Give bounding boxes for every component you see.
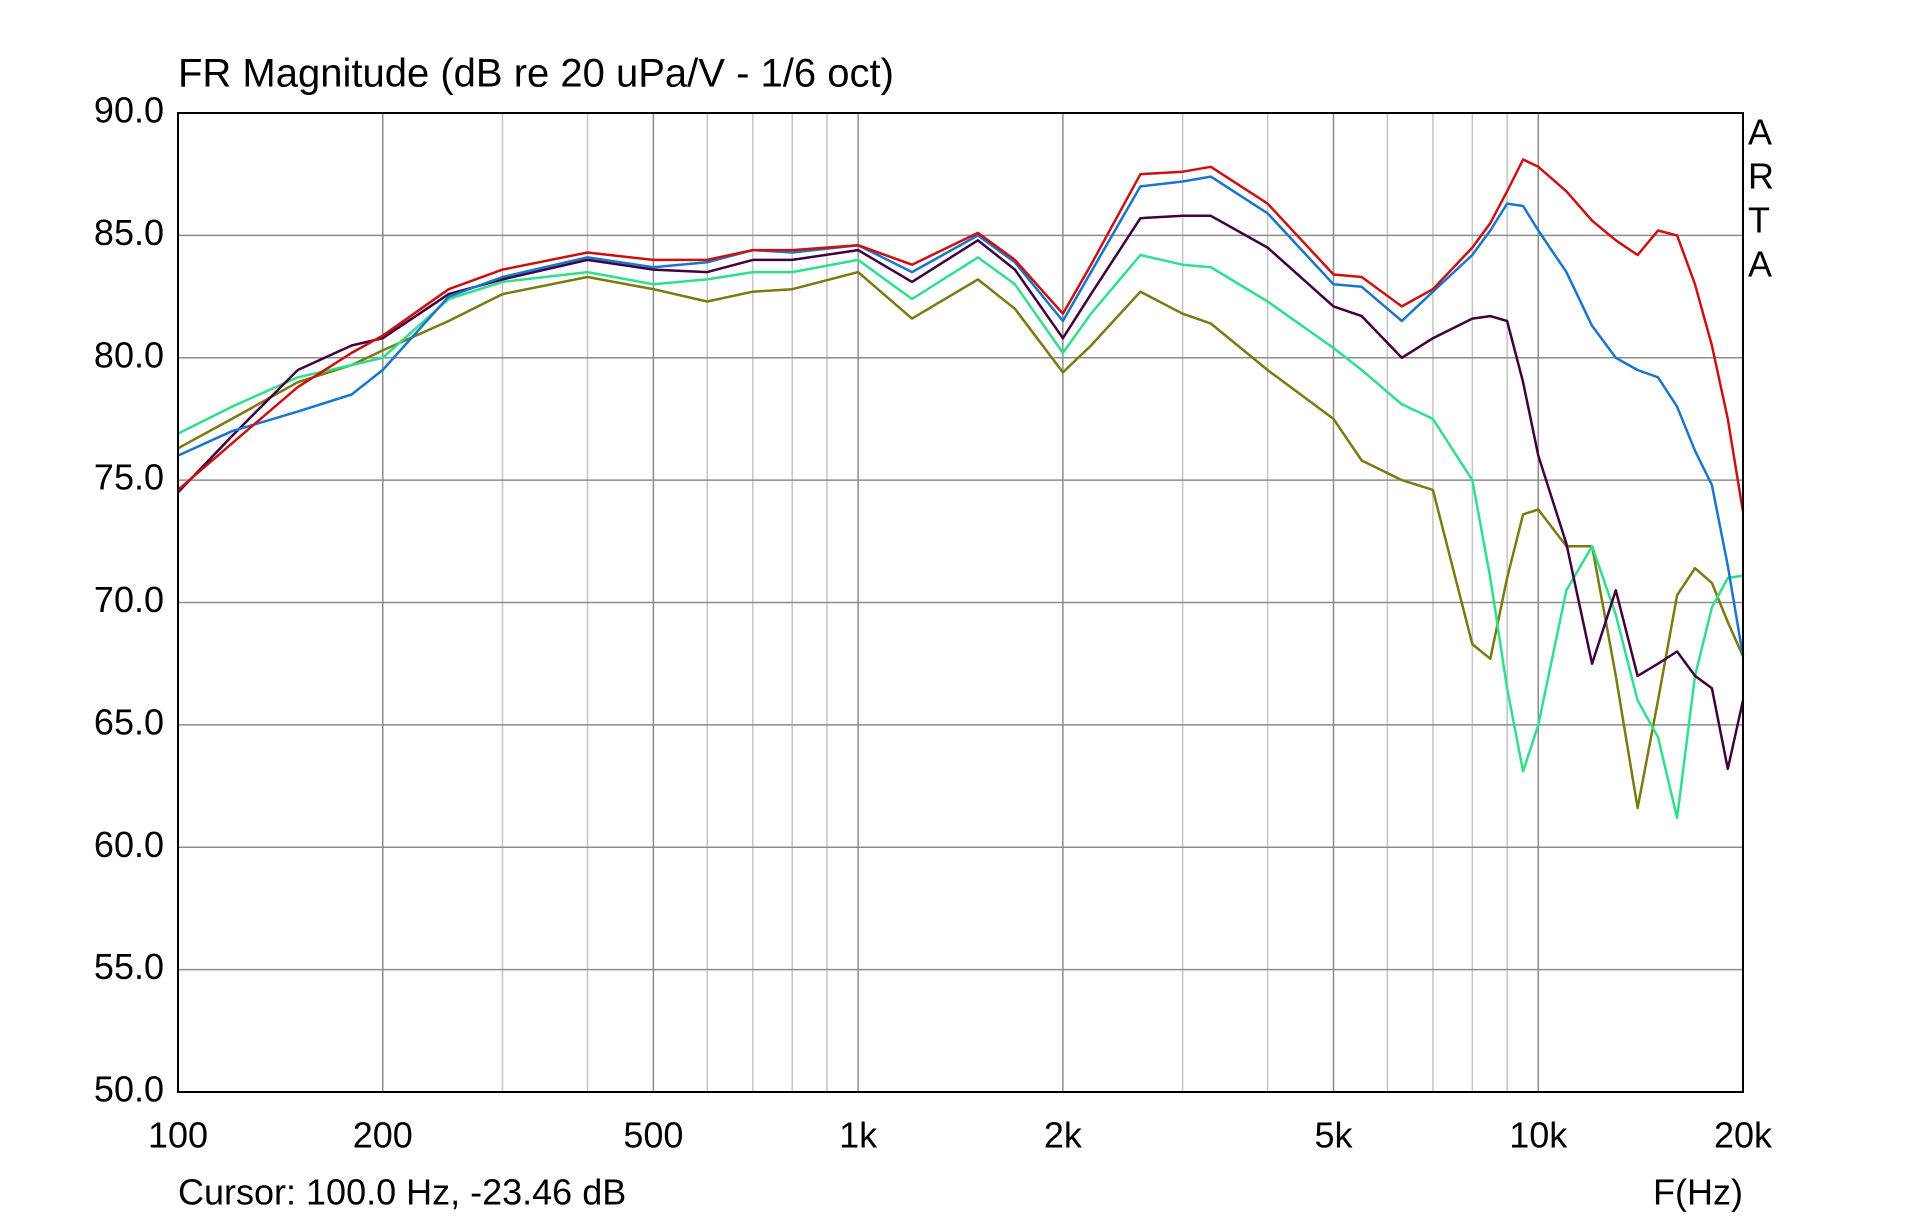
x-tick-label: 5k	[1315, 1115, 1354, 1156]
y-tick-label: 90.0	[94, 90, 164, 131]
chart-title: FR Magnitude (dB re 20 uPa/V - 1/6 oct)	[178, 52, 894, 96]
y-tick-label: 50.0	[94, 1069, 164, 1110]
x-tick-label: 200	[353, 1115, 413, 1156]
series-line	[177, 158, 1745, 513]
plot-frame	[177, 112, 1744, 1093]
x-tick-label: 2k	[1044, 1115, 1083, 1156]
series-line	[177, 175, 1745, 657]
y-tick-label: 75.0	[94, 457, 164, 498]
y-tick-label: 55.0	[94, 946, 164, 987]
x-axis-label: F(Hz)	[1653, 1172, 1743, 1213]
cursor-readout: Cursor: 100.0 Hz, -23.46 dB	[178, 1172, 626, 1213]
y-tick-label: 70.0	[94, 579, 164, 620]
series-line	[177, 214, 1745, 771]
x-tick-label: 1k	[839, 1115, 878, 1156]
watermark-letter: R	[1748, 156, 1774, 197]
series-line	[177, 270, 1745, 810]
series-line	[177, 253, 1744, 820]
y-tick-label: 60.0	[94, 824, 164, 865]
x-tick-label: 20k	[1714, 1115, 1773, 1156]
x-tick-label: 100	[148, 1115, 208, 1156]
watermark-letter: A	[1748, 112, 1772, 153]
watermark-letter: A	[1748, 244, 1772, 285]
x-tick-label: 10k	[1509, 1115, 1568, 1156]
y-tick-label: 85.0	[94, 212, 164, 253]
y-tick-label: 65.0	[94, 701, 164, 742]
x-tick-label: 500	[623, 1115, 683, 1156]
watermark-letter: T	[1748, 200, 1770, 241]
y-tick-label: 80.0	[94, 334, 164, 375]
